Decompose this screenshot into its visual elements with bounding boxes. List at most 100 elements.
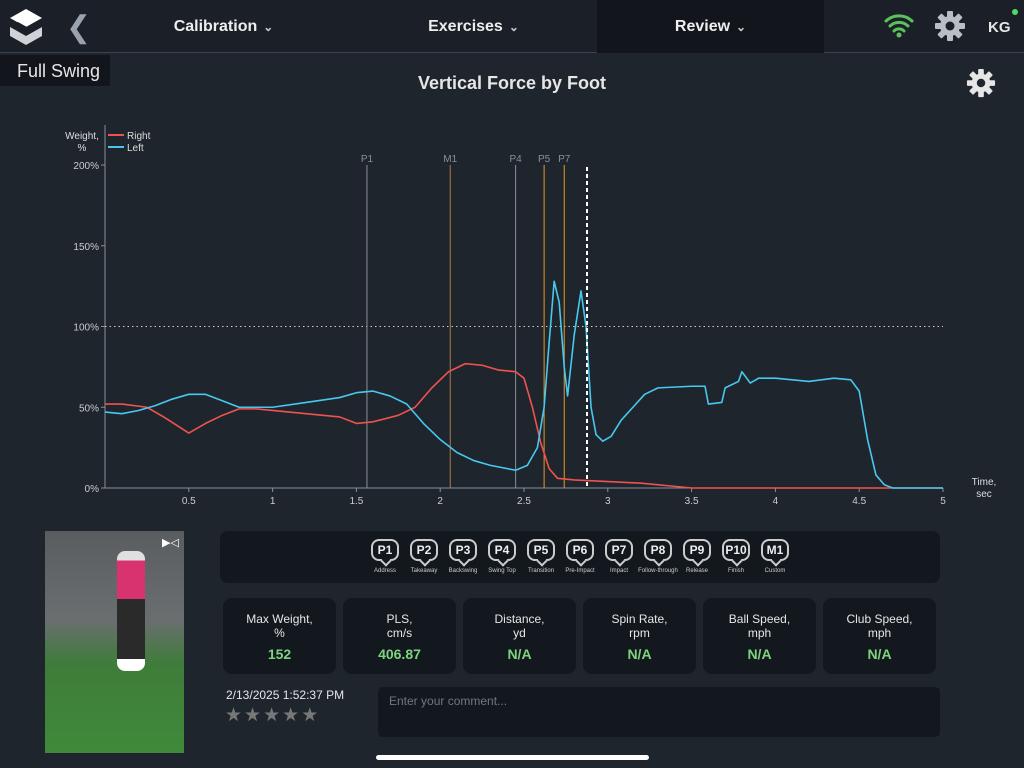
position-code: P7 — [605, 539, 633, 561]
comment-input[interactable] — [378, 687, 940, 737]
position-code: P1 — [371, 539, 399, 561]
position-button-p3[interactable]: P3 Backswing — [447, 539, 479, 583]
settings-gear-icon[interactable] — [934, 10, 966, 42]
position-button-p10[interactable]: P10 Finish — [720, 539, 752, 583]
metric-unit: rpm — [629, 626, 650, 640]
position-code: M1 — [761, 539, 789, 561]
metric-label: Club Speed, — [846, 612, 913, 626]
y-tick-label: 100% — [73, 323, 99, 334]
metric-value: N/A — [867, 646, 892, 662]
position-label: Backswing — [448, 568, 478, 574]
metric-label: Distance, — [494, 612, 545, 626]
x-axis-label: sec — [976, 489, 992, 500]
series-line-right — [105, 362, 943, 489]
position-button-p5[interactable]: P5 Transition — [525, 539, 557, 583]
position-label: Swing Top — [488, 568, 516, 574]
position-button-m1[interactable]: M1 Custom — [759, 539, 791, 583]
metric-value: 152 — [267, 646, 292, 662]
metric-label: Max Weight, — [246, 612, 313, 626]
marker-label: P4 — [510, 154, 523, 165]
tab-label: Calibration — [173, 17, 258, 35]
metric-card: Distance, yd N/A — [463, 598, 576, 674]
force-chart[interactable]: 0% 50% 100% 150% 200% 0.5 1 1.5 2 2.5 3 3.5 4 4.5 5 Wei… — [0, 110, 1024, 510]
position-code: P5 — [527, 539, 555, 561]
position-code: P3 — [449, 539, 477, 561]
x-tick-label: 0.5 — [182, 496, 196, 507]
legend-label: Right — [127, 131, 151, 142]
metric-label: Ball Speed, — [728, 612, 791, 626]
metric-card: Max Weight,% 152 — [223, 598, 336, 674]
chevron-down-icon: ⌄ — [263, 19, 274, 34]
x-tick-label: 2 — [437, 496, 443, 507]
marker-label: P7 — [558, 154, 571, 165]
back-icon[interactable]: ❮ — [66, 11, 92, 44]
star-icon[interactable]: ★ — [282, 705, 302, 726]
online-status-dot — [1012, 9, 1018, 15]
star-icon[interactable]: ★ — [225, 705, 245, 726]
y-axis-label: Weight, — [65, 131, 99, 142]
series-line-left — [104, 280, 943, 489]
metrics-cards: Max Weight,% 152 PLS, cm/s 406.87 Distance, yd… — [223, 598, 936, 674]
metric-label: Spin Rate, — [611, 612, 668, 626]
swing-timestamp: 2/13/2025 1:52:37 PM — [226, 688, 345, 702]
star-icon[interactable]: ★ — [301, 705, 321, 726]
position-label: Impact — [609, 568, 628, 574]
position-label: Address — [373, 568, 396, 574]
compare-split-icon[interactable]: ▶◁ — [162, 537, 179, 549]
metric-label: PLS, — [386, 612, 413, 626]
x-tick-label: 3 — [605, 496, 611, 507]
y-tick-label: 0% — [85, 484, 100, 495]
app-logo-icon — [10, 9, 42, 45]
star-icon[interactable]: ★ — [244, 705, 264, 726]
position-code: P4 — [488, 539, 516, 561]
tab-review[interactable]: Review ⌄ — [597, 0, 824, 53]
position-button-p6[interactable]: P6 Pre-Impact — [564, 539, 596, 583]
top-bar: ❮ Calibration ⌄ Exercises ⌄ Review ⌄ KG — [0, 0, 1024, 53]
x-tick-label: 5 — [940, 496, 946, 507]
y-tick-label: 200% — [73, 161, 99, 172]
marker-label: M1 — [443, 154, 457, 165]
metric-value: 406.87 — [378, 646, 421, 662]
home-indicator[interactable] — [376, 755, 649, 760]
position-label: Pre-Impact — [565, 568, 595, 574]
metric-unit: mph — [747, 626, 772, 640]
metric-unit: yd — [513, 626, 526, 640]
position-label: Takeaway — [410, 568, 438, 574]
chart-settings-gear-icon[interactable] — [966, 68, 996, 98]
metric-value: N/A — [627, 646, 652, 662]
metric-card: Ball Speed, mph N/A — [703, 598, 816, 674]
position-button-p9[interactable]: P9 Release — [681, 539, 713, 583]
metric-unit: mph — [867, 626, 892, 640]
chart-title: Vertical Force by Foot — [417, 73, 607, 93]
position-markers-bar: P1 Address P2 Takeaway P3 Backswing P4 Swing To… — [220, 531, 940, 583]
metric-card: PLS, cm/s 406.87 — [343, 598, 456, 674]
golfer-figure — [117, 551, 145, 671]
position-code: P10 — [722, 539, 750, 561]
x-tick-label: 2.5 — [517, 496, 531, 507]
mode-label: Full Swing — [0, 55, 110, 86]
swing-video-thumbnail[interactable] — [45, 531, 184, 753]
tab-exercises[interactable]: Exercises ⌄ — [400, 0, 547, 53]
x-tick-label: 1 — [270, 496, 276, 507]
x-tick-label: 3.5 — [685, 496, 699, 507]
marker-label: P5 — [538, 154, 551, 165]
position-code: P6 — [566, 539, 594, 561]
chevron-down-icon: ⌄ — [508, 19, 519, 34]
user-avatar[interactable]: KG — [988, 19, 1011, 36]
position-button-p4[interactable]: P4 Swing Top — [486, 539, 518, 583]
marker-label: P1 — [361, 154, 374, 165]
metric-unit: % — [274, 626, 285, 640]
metric-card: Club Speed, mph N/A — [823, 598, 936, 674]
star-icon[interactable]: ★ — [263, 705, 283, 726]
wifi-icon[interactable] — [884, 12, 914, 38]
rating-stars[interactable]: ★★★★★ — [225, 704, 320, 727]
position-button-p2[interactable]: P2 Takeaway — [408, 539, 440, 583]
position-button-p8[interactable]: P8 Follow-through — [638, 539, 678, 583]
x-tick-label: 4.5 — [852, 496, 866, 507]
legend-label: Left — [127, 143, 144, 154]
position-label: Transition — [527, 568, 555, 574]
position-button-p7[interactable]: P7 Impact — [603, 539, 635, 583]
tab-label: Review — [674, 17, 731, 35]
tab-calibration[interactable]: Calibration ⌄ — [150, 0, 297, 53]
position-button-p1[interactable]: P1 Address — [369, 539, 401, 583]
